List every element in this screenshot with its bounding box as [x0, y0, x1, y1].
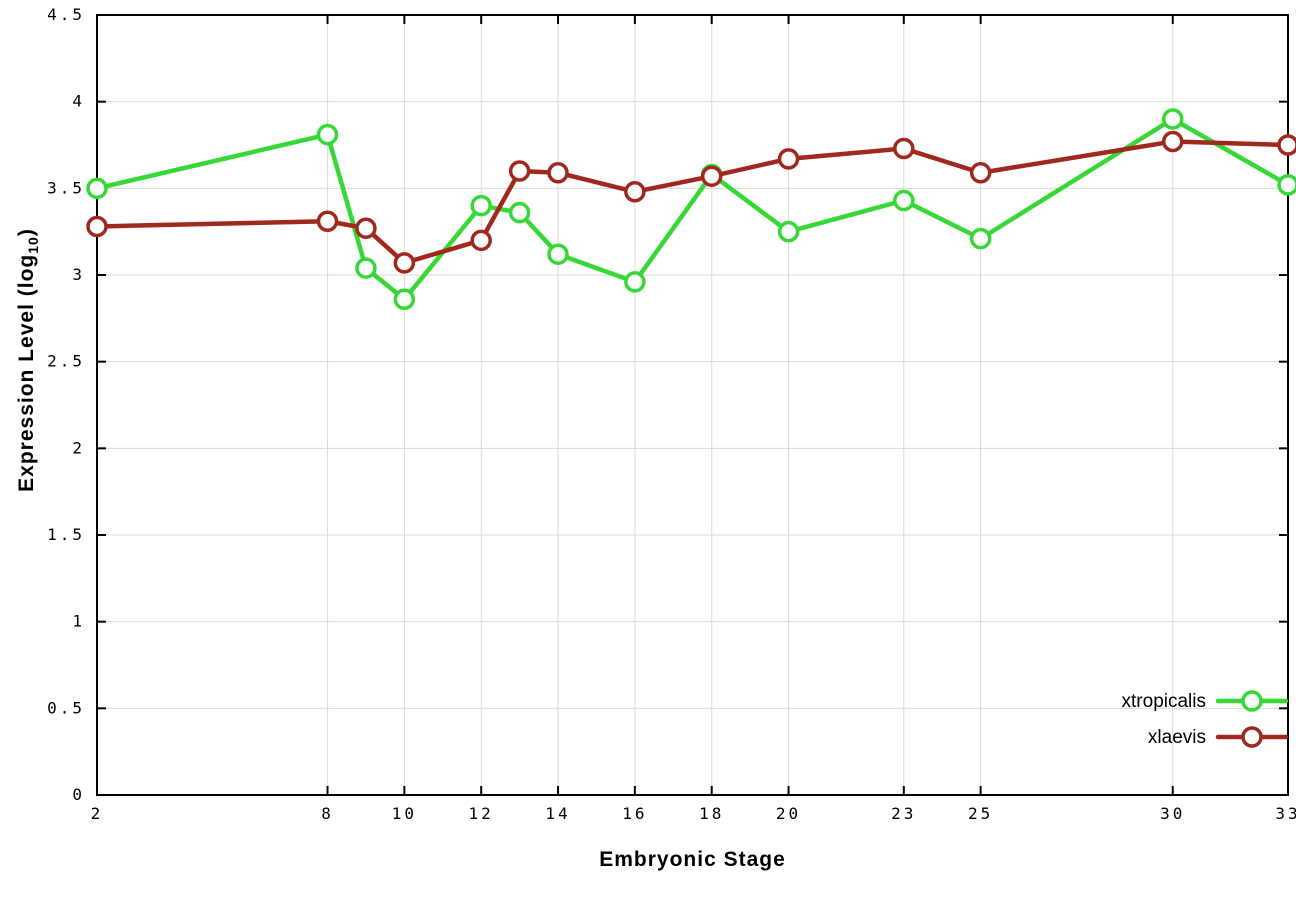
x-tick-label: 18: [699, 804, 724, 823]
data-point: [777, 148, 800, 170]
data-point: [470, 194, 492, 217]
x-tick-label: 12: [469, 804, 494, 823]
legend-label: xtropicalis: [1122, 691, 1206, 712]
data-point: [700, 165, 723, 187]
legend-sample-marker: [1241, 690, 1263, 712]
series-line-xtropicalis: [94, 116, 1291, 302]
tick-marks: [96, 14, 1289, 796]
data-point: [624, 271, 646, 293]
data-point: [508, 201, 531, 224]
data-point: [1277, 174, 1296, 196]
x-tick-label: 25: [968, 804, 993, 823]
y-axis-title-end: ): [14, 228, 38, 237]
y-tick-label: 0: [72, 785, 85, 804]
data-point: [547, 161, 569, 184]
data-point: [969, 161, 992, 184]
data-point: [893, 137, 915, 160]
series-xtropicalis: [86, 108, 1296, 311]
y-tick-label: 2.5: [47, 352, 85, 371]
x-tick-label: 23: [891, 804, 916, 823]
data-point: [393, 288, 416, 311]
x-tick-label: 8: [321, 804, 334, 823]
x-tick-label: 30: [1160, 804, 1185, 823]
x-tick-label: 2: [91, 804, 104, 823]
x-tick-label: 14: [545, 804, 570, 823]
y-tick-label: 4: [72, 92, 85, 111]
series-xlaevis: [86, 130, 1296, 274]
grid: [96, 14, 1289, 796]
plot-border: [96, 14, 1289, 796]
y-tick-label: 3: [72, 265, 85, 284]
y-tick-label: 3.5: [47, 178, 85, 197]
y-axis-title-main: Expression Level (log: [14, 253, 38, 492]
data-point: [355, 257, 377, 279]
y-tick-label: 1: [72, 612, 85, 631]
data-point: [355, 217, 377, 239]
x-tick-label: 33: [1275, 804, 1296, 823]
data-point: [893, 189, 915, 212]
y-tick-label: 0.5: [47, 698, 85, 717]
y-axis-title: Expression Level (log10): [15, 228, 41, 492]
data-point: [316, 210, 339, 233]
y-axis-title-sub: 10: [25, 236, 42, 254]
data-point: [1277, 134, 1296, 156]
data-point: [508, 160, 531, 182]
x-axis-title: Embryonic Stage: [599, 848, 786, 871]
data-point: [86, 215, 108, 238]
y-tick-label: 2: [72, 438, 85, 457]
data-point: [393, 252, 416, 274]
y-tick-label: 4.5: [47, 5, 85, 24]
data-point: [969, 227, 992, 250]
data-point: [470, 229, 492, 252]
legend-sample-marker: [1241, 726, 1263, 748]
x-tick-label: 20: [776, 804, 801, 823]
legend-label: xlaevis: [1148, 727, 1206, 748]
data-point: [777, 220, 800, 243]
x-tick-label: 10: [392, 804, 417, 823]
data-point: [547, 243, 569, 265]
data-point: [1161, 108, 1184, 130]
data-point: [624, 181, 646, 203]
data-point: [316, 123, 339, 146]
y-tick-label: 1.5: [47, 525, 85, 544]
data-point: [86, 177, 108, 200]
legend: xtropicalis xlaevis: [1122, 690, 1289, 748]
x-tick-label: 16: [622, 804, 647, 823]
data-point: [1161, 130, 1184, 153]
